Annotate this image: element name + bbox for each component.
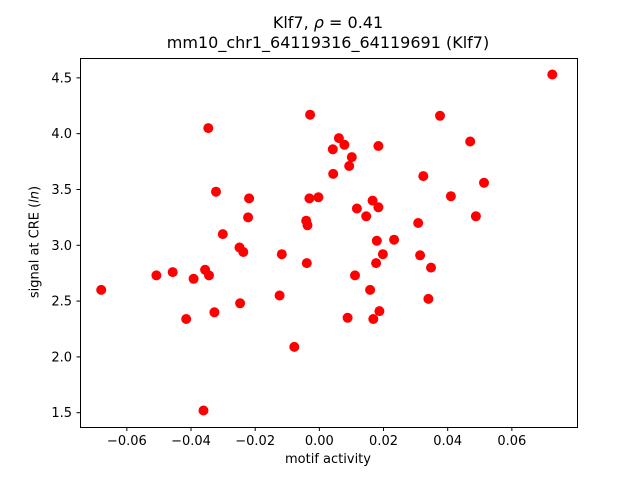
data-point	[367, 195, 378, 206]
data-point	[151, 270, 162, 281]
data-point	[211, 186, 221, 197]
data-point	[328, 168, 339, 179]
x-tick-label: −0.06	[107, 434, 147, 449]
data-point	[371, 258, 382, 269]
x-tick-label: −0.04	[171, 434, 211, 449]
data-point	[344, 161, 355, 171]
x-axis-label: motif activity	[285, 452, 371, 467]
x-tick-label: 0.04	[433, 434, 462, 449]
x-tick-label: 0.00	[305, 434, 334, 449]
y-tick-label: 1.5	[51, 406, 72, 421]
x-axis-ticks: −0.06 −0.04 −0.02 0.00 0.02 0.04 0.06	[107, 427, 526, 449]
y-tick-label: 3.0	[51, 239, 72, 254]
data-point	[365, 284, 376, 295]
y-tick-label: 2.5	[51, 295, 72, 310]
x-tick-label: 0.02	[369, 434, 398, 449]
data-point	[415, 250, 426, 261]
data-point	[217, 229, 228, 240]
data-point	[235, 298, 246, 309]
data-point	[339, 139, 350, 150]
data-point	[373, 202, 384, 213]
data-point	[368, 314, 379, 324]
data-point	[445, 191, 456, 202]
data-point	[276, 249, 287, 260]
data-point	[301, 258, 312, 269]
data-point	[413, 218, 424, 228]
data-point	[351, 203, 362, 214]
data-point	[304, 193, 315, 204]
y-tick-label: 4.0	[51, 127, 72, 142]
data-point	[426, 262, 436, 273]
data-point	[389, 234, 400, 245]
data-point	[289, 341, 300, 352]
title-rho-symbol: ρ	[313, 13, 324, 32]
data-point	[371, 235, 382, 246]
data-point	[244, 193, 255, 204]
data-point	[373, 141, 384, 151]
data-point	[313, 192, 324, 203]
y-axis-label-italic: ln	[27, 190, 43, 203]
data-point	[209, 307, 220, 318]
data-point	[333, 133, 344, 144]
data-point	[465, 136, 476, 147]
axes-frame	[80, 58, 578, 428]
data-point	[243, 212, 254, 223]
data-point	[374, 306, 385, 317]
y-axis-label: signal at CRE (ln)	[28, 186, 43, 298]
title-line-1: Klf7, ρ = 0.41	[167, 13, 489, 33]
data-point	[198, 405, 209, 416]
data-point	[203, 123, 214, 134]
data-point	[346, 152, 357, 163]
data-point	[327, 144, 338, 155]
y-tick-label: 4.5	[51, 71, 72, 86]
x-tick-label: −0.02	[235, 434, 275, 449]
y-axis-ticks: 1.5 2.0 2.5 3.0 3.5 4.0 4.5	[51, 71, 81, 421]
scatter-points	[96, 69, 558, 416]
title-text-suffix: = 0.41	[323, 13, 384, 32]
data-point	[167, 267, 178, 278]
data-point	[547, 69, 558, 80]
y-tick-label: 3.5	[51, 183, 72, 198]
data-point	[377, 249, 388, 260]
data-point	[305, 109, 316, 120]
data-point	[435, 110, 445, 121]
data-point	[479, 177, 489, 188]
x-tick-label: 0.06	[497, 434, 526, 449]
data-point	[302, 220, 313, 231]
data-point	[96, 284, 107, 295]
data-point	[238, 247, 249, 257]
data-point	[361, 211, 372, 222]
data-point	[181, 314, 192, 324]
data-point	[350, 270, 360, 281]
y-axis-label-suffix: )	[27, 185, 43, 191]
data-point	[204, 270, 214, 281]
y-axis-label-text: signal at CRE (	[27, 202, 43, 299]
data-point	[470, 211, 481, 222]
title-line-2: mm10_chr1_64119316_64119691 (Klf7)	[166, 33, 490, 52]
y-tick-label: 2.0	[51, 350, 72, 365]
data-point	[188, 273, 199, 284]
data-point	[342, 312, 353, 323]
title-text: Klf7,	[272, 13, 314, 32]
data-point	[423, 293, 434, 304]
chart-title: Klf7, ρ = 0.41 mm10_chr1_64119316_641196…	[167, 13, 489, 53]
data-point	[418, 171, 429, 182]
data-point	[274, 290, 285, 301]
